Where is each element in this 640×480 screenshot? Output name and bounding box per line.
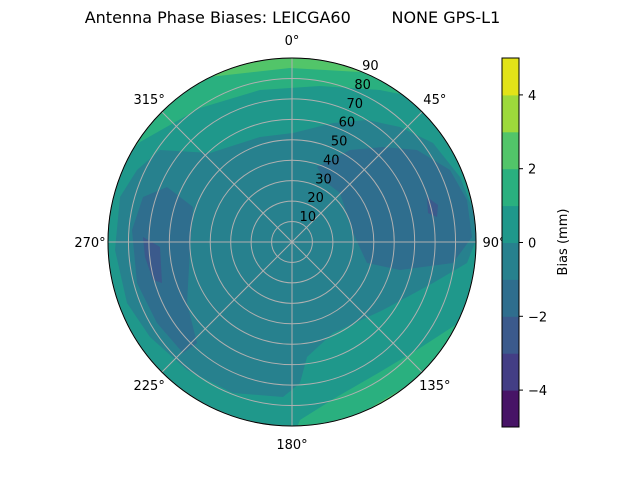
angular-tick-label: 225°: [134, 379, 165, 394]
colorbar-band: [502, 242, 519, 280]
angular-tick-label: 135°: [419, 379, 450, 394]
colorbar-tick-label: 2: [528, 163, 536, 178]
radial-tick-label: 60: [339, 116, 356, 131]
angular-gridline: [291, 111, 423, 243]
colorbar-tick-label: 4: [528, 89, 536, 104]
radial-tick-labels: 10 20 30 40 50 60 70 80 90: [300, 59, 379, 225]
angular-tick-label: 90°: [482, 236, 505, 251]
angular-tick-label: 315°: [134, 93, 165, 108]
angular-gridline: [161, 111, 293, 243]
colorbar-tick-label: −2: [528, 310, 547, 325]
colorbar-band: [502, 205, 519, 243]
angular-tick-label: 180°: [276, 438, 307, 453]
angular-tick-label: 0°: [285, 34, 300, 49]
radial-tick-label: 20: [307, 191, 324, 206]
colorbar: −4 −2 0 2 4: [501, 57, 547, 428]
radial-tick-label: 70: [346, 97, 363, 112]
polar-grid: [107, 57, 477, 427]
colorbar-band: [502, 131, 519, 170]
radial-tick-label: 80: [354, 78, 371, 93]
colorbar-band: [502, 58, 519, 96]
radial-tick-label: 50: [331, 135, 348, 150]
angular-tick-labels: 0° 45° 90° 135° 180° 225° 270° 315°: [74, 34, 505, 453]
colorbar-tick-label: 0: [528, 237, 536, 252]
radial-tick-label: 40: [323, 153, 340, 168]
radial-tick-label: 30: [315, 172, 332, 187]
contour-band-neg2-neg1-left: [132, 187, 197, 353]
angular-gridline: [291, 241, 423, 373]
angular-tick-label: 45°: [423, 93, 446, 108]
radial-tick-label: 90: [362, 59, 379, 74]
colorbar-label: Bias (mm): [556, 209, 571, 276]
contour-band-neg3-neg2-left: [143, 237, 162, 283]
angular-tick-label: 270°: [74, 236, 105, 251]
colorbar-band: [502, 94, 519, 133]
polar-frame: [107, 57, 477, 427]
angular-gridline: [161, 241, 293, 373]
colorbar-tick-label: −4: [528, 384, 547, 399]
colorbar-band: [502, 390, 519, 428]
radial-tick-label: 10: [300, 210, 317, 225]
colorbar-band: [502, 353, 519, 391]
colorbar-band: [502, 316, 519, 354]
colorbar-band: [502, 279, 519, 317]
colorbar-band: [502, 168, 519, 207]
chart-title: Antenna Phase Biases: LEICGA60 NONE GPS-…: [84, 8, 501, 27]
